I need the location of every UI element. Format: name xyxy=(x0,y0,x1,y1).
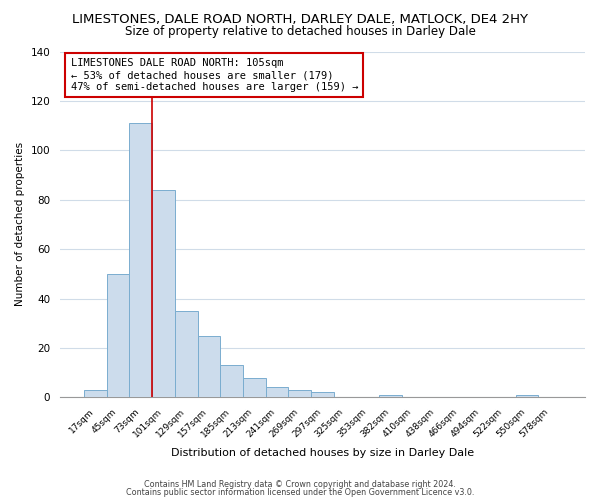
Bar xyxy=(107,274,130,398)
Text: LIMESTONES, DALE ROAD NORTH, DARLEY DALE, MATLOCK, DE4 2HY: LIMESTONES, DALE ROAD NORTH, DARLEY DALE… xyxy=(72,12,528,26)
Bar xyxy=(379,395,402,398)
Bar xyxy=(130,123,152,398)
Bar xyxy=(220,365,243,398)
Text: Contains HM Land Registry data © Crown copyright and database right 2024.: Contains HM Land Registry data © Crown c… xyxy=(144,480,456,489)
Bar xyxy=(197,336,220,398)
Y-axis label: Number of detached properties: Number of detached properties xyxy=(15,142,25,306)
Bar xyxy=(243,378,266,398)
Bar xyxy=(175,311,197,398)
Text: Contains public sector information licensed under the Open Government Licence v3: Contains public sector information licen… xyxy=(126,488,474,497)
Text: LIMESTONES DALE ROAD NORTH: 105sqm
← 53% of detached houses are smaller (179)
47: LIMESTONES DALE ROAD NORTH: 105sqm ← 53%… xyxy=(71,58,358,92)
Bar xyxy=(152,190,175,398)
Bar xyxy=(266,388,289,398)
Bar xyxy=(311,392,334,398)
Bar xyxy=(84,390,107,398)
Text: Size of property relative to detached houses in Darley Dale: Size of property relative to detached ho… xyxy=(125,25,475,38)
X-axis label: Distribution of detached houses by size in Darley Dale: Distribution of detached houses by size … xyxy=(171,448,474,458)
Bar xyxy=(289,390,311,398)
Bar xyxy=(515,395,538,398)
